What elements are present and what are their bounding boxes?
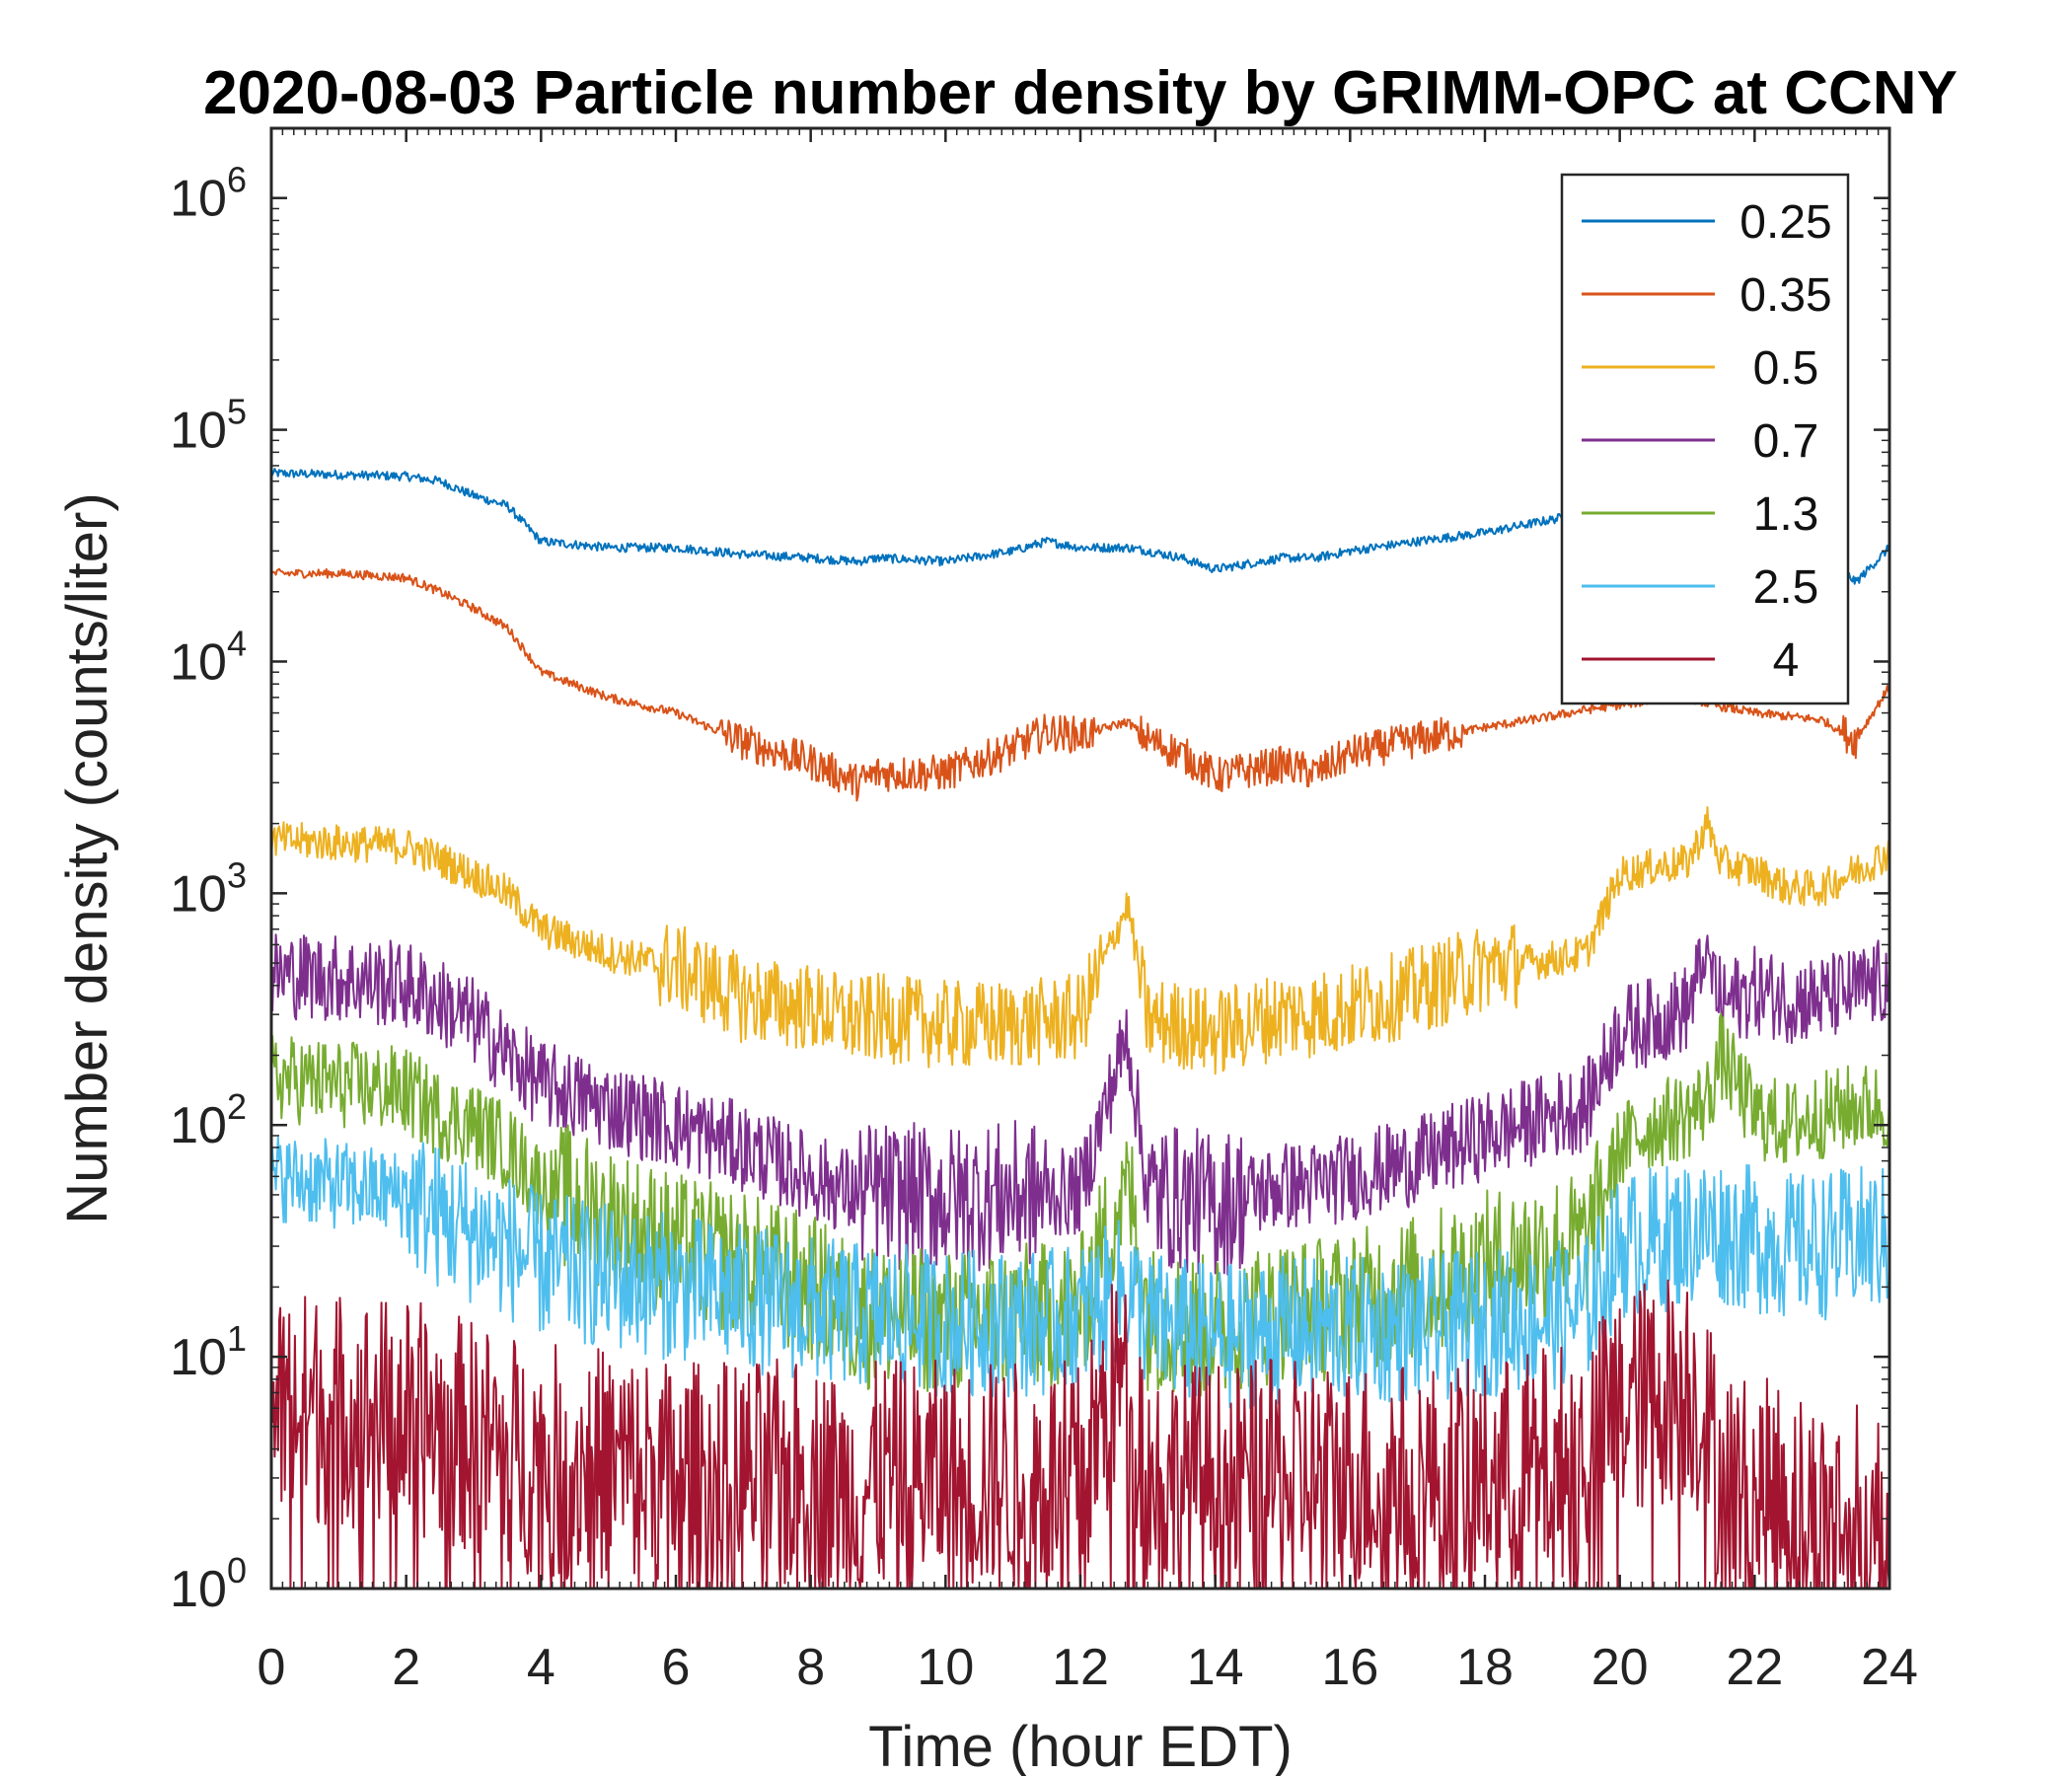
legend-label-0.7: 0.7 xyxy=(1753,415,1819,468)
y-tick-base: 10 xyxy=(170,1097,227,1154)
x-tick-labels: 0 2 4 6 8 10 12 14 16 18 20 22 24 xyxy=(258,1639,1918,1696)
y-axis-label: Number density (counts/liter) xyxy=(55,492,119,1223)
y-tick-exponent: 1 xyxy=(227,1318,247,1359)
x-tick-label: 12 xyxy=(1052,1639,1109,1696)
y-tick-base: 10 xyxy=(170,171,227,228)
y-tick-base: 10 xyxy=(170,1329,227,1386)
y-tick-base: 10 xyxy=(170,403,227,460)
legend-label-0.35: 0.35 xyxy=(1739,269,1831,322)
legend-label-0.25: 0.25 xyxy=(1739,196,1831,249)
y-tick-label: 104 xyxy=(170,623,247,691)
y-tick-label: 101 xyxy=(170,1318,247,1386)
x-tick-label: 18 xyxy=(1456,1639,1514,1696)
series-line-0.5 xyxy=(270,806,1890,1075)
y-tick-base: 10 xyxy=(170,865,227,923)
x-tick-label: 20 xyxy=(1591,1639,1649,1696)
y-tick-exponent: 2 xyxy=(227,1086,247,1127)
y-tick-base: 10 xyxy=(170,633,227,691)
x-tick-label: 4 xyxy=(527,1639,555,1696)
x-tick-label: 8 xyxy=(796,1639,825,1696)
y-tick-label: 103 xyxy=(170,854,247,923)
legend: 0.25 0.35 0.5 0.7 1.3 2.5 4 xyxy=(1560,173,1850,705)
y-tick-label: 102 xyxy=(170,1086,247,1154)
x-axis-label: Time (hour EDT) xyxy=(868,1715,1293,1776)
x-tick-label: 10 xyxy=(917,1639,974,1696)
series-line-2.5 xyxy=(270,1136,1890,1410)
legend-label-4: 4 xyxy=(1773,634,1800,687)
y-tick-label: 105 xyxy=(170,392,247,460)
x-tick-label: 22 xyxy=(1726,1639,1783,1696)
x-tick-label: 24 xyxy=(1861,1639,1918,1696)
legend-label-0.5: 0.5 xyxy=(1753,342,1819,395)
tick-layer xyxy=(269,128,1891,1591)
x-tick-label: 6 xyxy=(662,1639,691,1696)
y-tick-exponent: 3 xyxy=(227,854,247,895)
y-tick-label: 100 xyxy=(170,1550,247,1618)
y-tick-exponent: 5 xyxy=(227,392,247,432)
x-tick-label: 16 xyxy=(1321,1639,1378,1696)
series-layer xyxy=(270,468,1890,1590)
y-tick-exponent: 0 xyxy=(227,1550,247,1591)
x-tick-label: 2 xyxy=(392,1639,420,1696)
legend-label-2.5: 2.5 xyxy=(1753,561,1819,614)
chart-title: 2020-08-03 Particle number density by GR… xyxy=(203,59,1958,127)
series-line-0.7 xyxy=(270,933,1890,1276)
y-tick-exponent: 6 xyxy=(227,160,247,200)
y-tick-exponent: 4 xyxy=(227,623,247,663)
legend-label-1.3: 1.3 xyxy=(1753,488,1819,541)
y-tick-base: 10 xyxy=(170,1561,227,1618)
x-tick-label: 14 xyxy=(1187,1639,1244,1696)
x-tick-label: 0 xyxy=(258,1639,286,1696)
y-tick-label: 106 xyxy=(170,160,247,228)
series-line-0.35 xyxy=(270,567,1890,802)
